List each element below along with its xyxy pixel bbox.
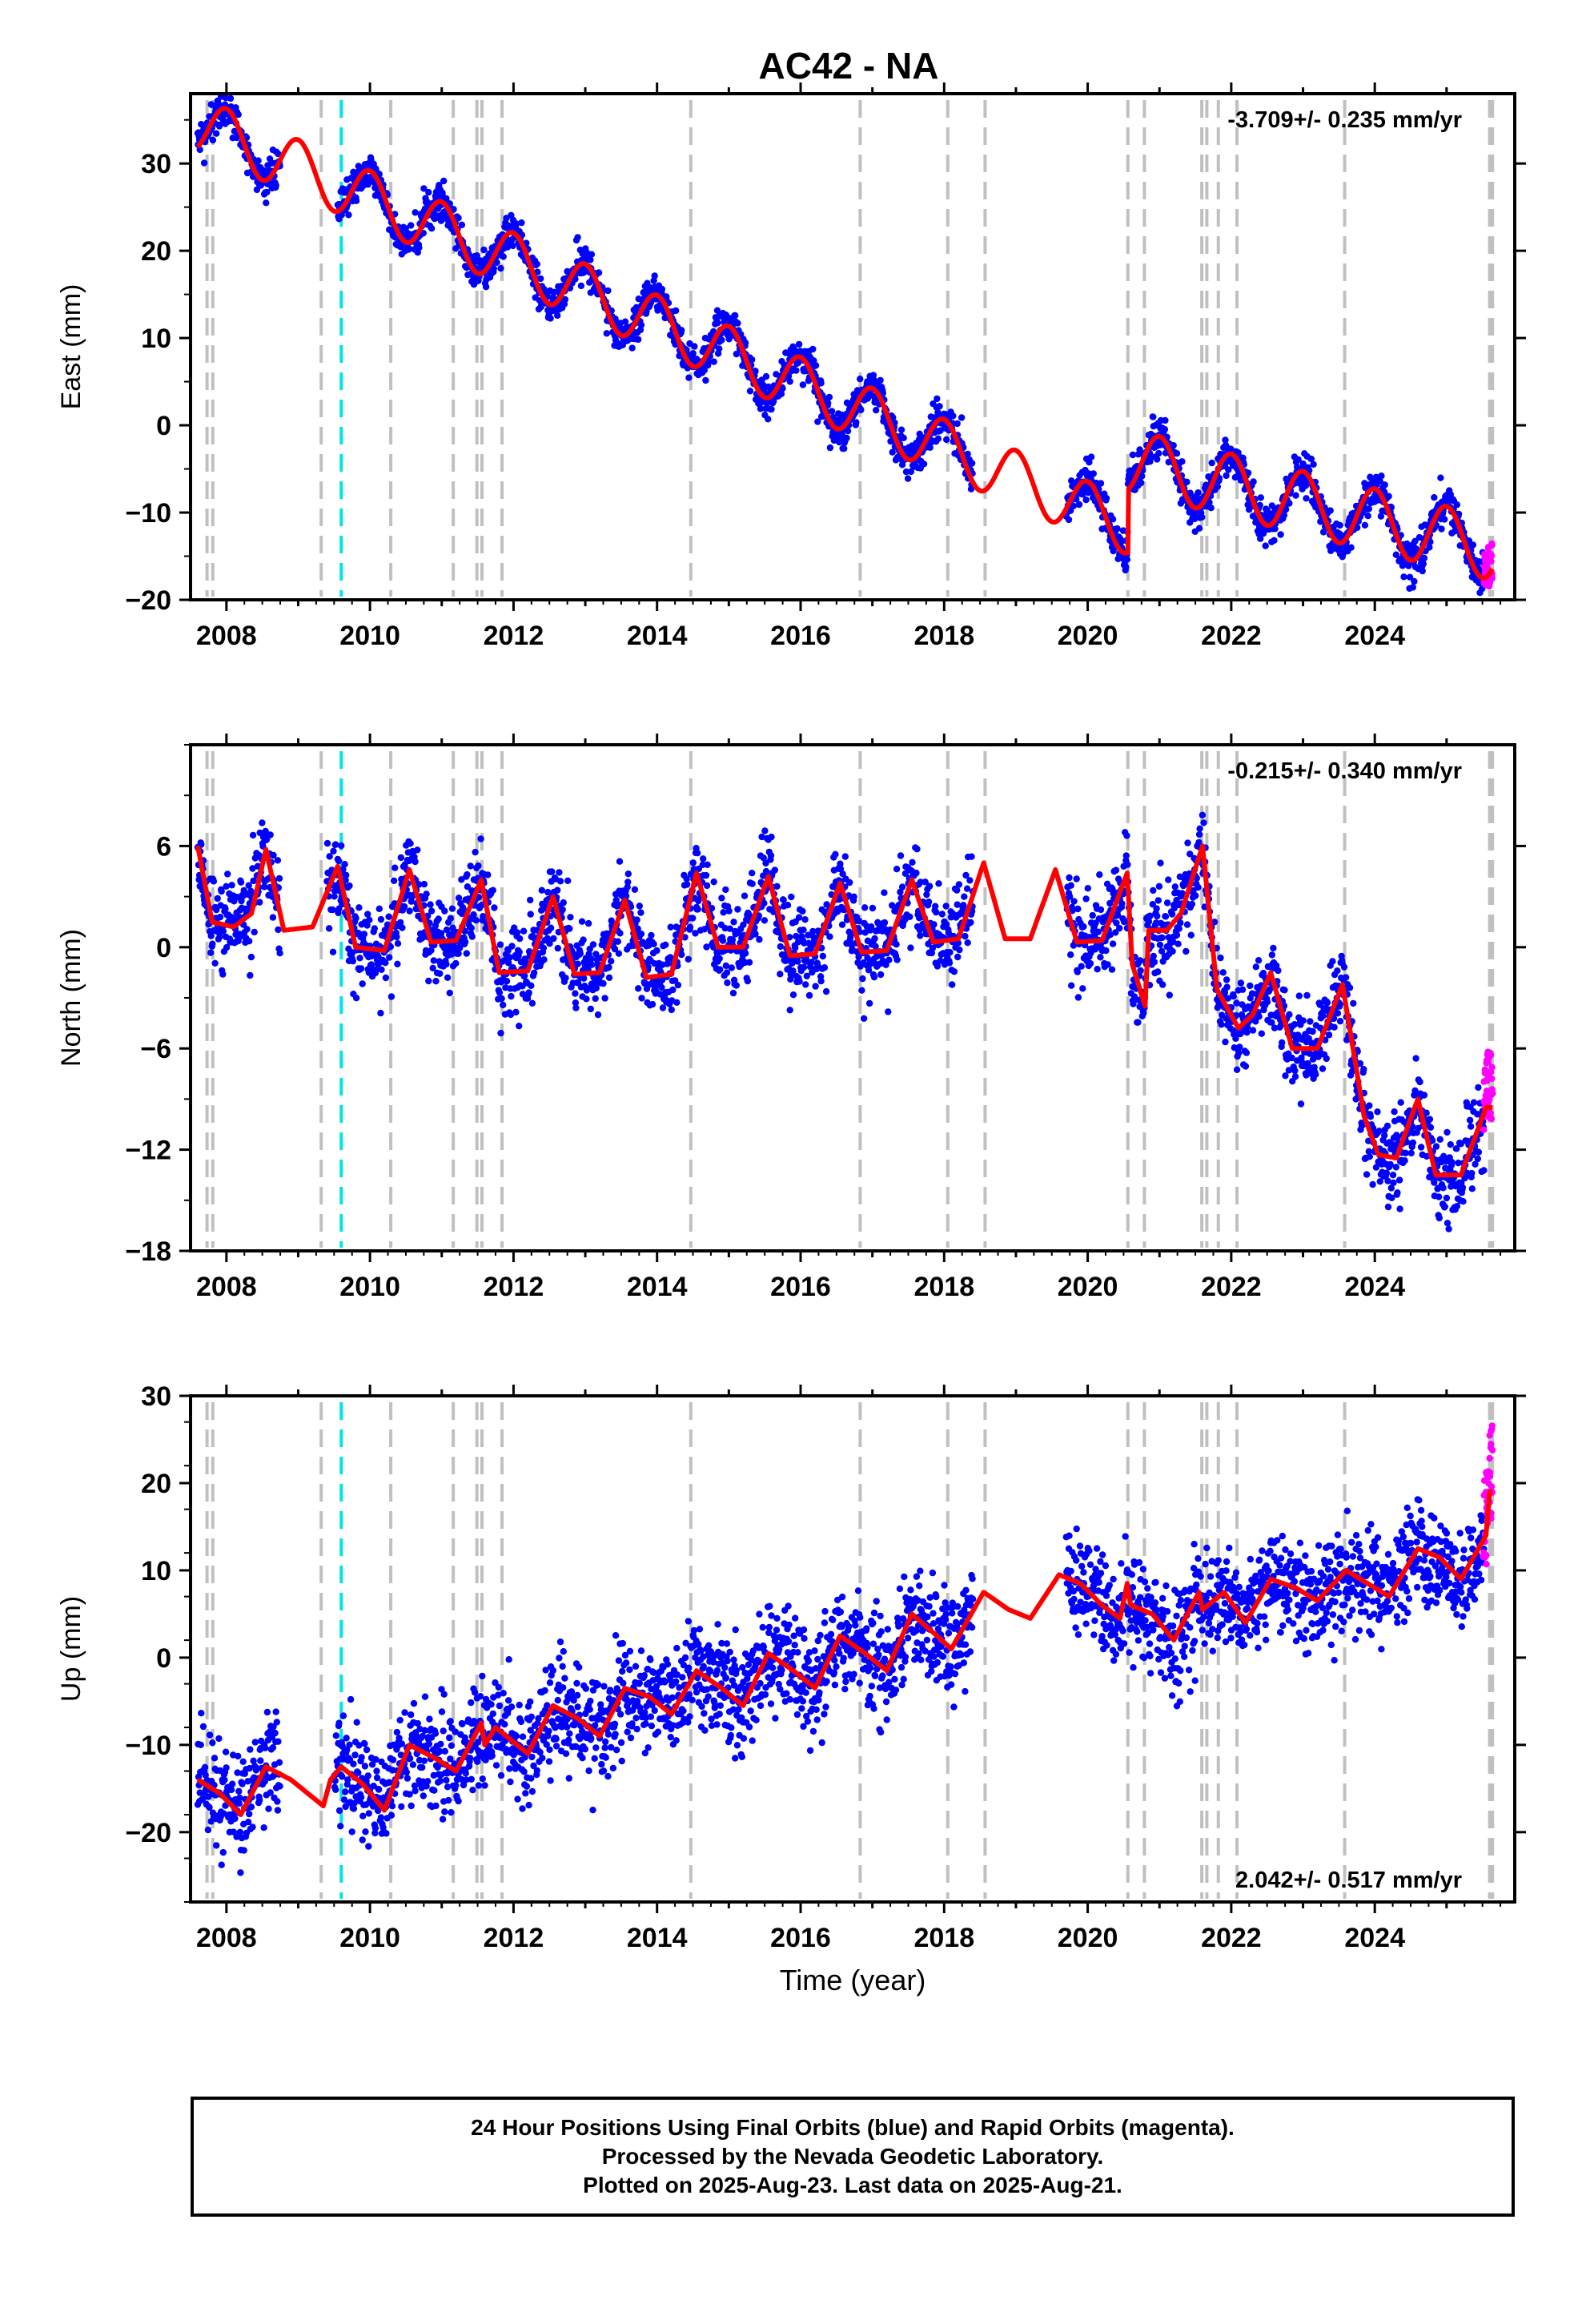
plot-title: AC42 - NA — [759, 45, 939, 86]
x-tick-label: 2016 — [770, 1923, 831, 1953]
plot-frame — [189, 92, 1516, 601]
x-tick-label: 2008 — [196, 1272, 257, 1302]
y-tick-label: 20 — [141, 1469, 171, 1499]
x-tick-label: 2022 — [1201, 1923, 1262, 1953]
y-tick-label: 0 — [156, 411, 171, 441]
y-tick-label: −20 — [125, 585, 171, 616]
y-tick-label: 20 — [141, 236, 171, 267]
footer-line-1: 24 Hour Positions Using Final Orbits (bl… — [471, 2115, 1235, 2140]
final-orbit-points — [194, 1496, 1488, 1876]
final-orbit-markers — [194, 94, 1488, 597]
x-tick-label: 2016 — [770, 1272, 831, 1302]
y-tick-label: −20 — [125, 1818, 171, 1848]
y-tick-label: 10 — [141, 324, 171, 354]
x-tick-label: 2018 — [913, 1272, 974, 1302]
x-tick-label: 2014 — [627, 1272, 688, 1302]
x-tick-label: 2020 — [1058, 1923, 1118, 1953]
y-axis-label: Up (mm) — [56, 1596, 86, 1702]
y-tick-label: −6 — [140, 1034, 171, 1064]
y-tick-label: 30 — [141, 1381, 171, 1412]
panel-up: 2008 2010 2012 2014 2016 2018 2020 2022 2024−20−… — [56, 1381, 1526, 1996]
y-tick-label: −10 — [125, 498, 171, 529]
y-tick-label: 6 — [156, 831, 171, 862]
x-tick-label: 2014 — [627, 621, 688, 651]
x-tick-label: 2010 — [339, 621, 400, 651]
model-fit-curve — [195, 1489, 1495, 1817]
x-tick-label: 2008 — [196, 621, 257, 651]
x-tick-label: 2016 — [770, 621, 831, 651]
x-tick-label: 2010 — [339, 1923, 400, 1953]
x-tick-label: 2018 — [913, 621, 974, 651]
x-tick-label: 2024 — [1344, 1272, 1405, 1302]
y-tick-label: 10 — [141, 1556, 171, 1586]
plot-frame — [189, 1394, 1516, 1904]
y-tick-label: −10 — [125, 1731, 171, 1761]
y-axis-label: North (mm) — [56, 929, 86, 1067]
final-orbit-markers — [194, 811, 1488, 1232]
model-line — [195, 106, 1495, 581]
velocity-rate-label: 2.042+/- 0.517 mm/yr — [1235, 1868, 1462, 1893]
y-tick-label: −18 — [125, 1236, 171, 1267]
y-tick-label: 0 — [156, 933, 171, 963]
panel-north: 2008 2010 2012 2014 2016 2018 2020 2022 2024 −18 −… — [56, 734, 1526, 1302]
x-tick-label: 2022 — [1201, 621, 1262, 651]
final-orbit-points — [194, 811, 1488, 1232]
velocity-rate-label: -3.709+/- 0.235 mm/yr — [1227, 107, 1462, 133]
footer-line-3: Plotted on 2025-Aug-23. Last data on 202… — [583, 2173, 1122, 2197]
velocity-rate-label: -0.215+/- 0.340 mm/yr — [1227, 758, 1462, 784]
final-orbit-points — [194, 94, 1488, 597]
footer-line-2: Processed by the Nevada Geodetic Laborat… — [601, 2144, 1104, 2169]
x-tick-label: 2024 — [1344, 621, 1405, 651]
x-tick-label: 2020 — [1058, 1272, 1118, 1302]
y-tick-label: −12 — [125, 1136, 171, 1166]
x-tick-label: 2018 — [913, 1923, 974, 1953]
x-tick-label: 2014 — [627, 1923, 688, 1953]
x-tick-label: 2008 — [196, 1923, 257, 1953]
y-tick-label: 30 — [141, 149, 171, 179]
y-tick-label: 0 — [156, 1643, 171, 1674]
x-tick-label: 2010 — [339, 1272, 400, 1302]
footer-caption-box: 24 Hour Positions Using Final Orbits (bl… — [191, 2097, 1515, 2217]
panel-east: 2008 2010 2012 2014 2016 2018 2020 2022 2024−20−… — [56, 82, 1526, 651]
final-orbit-markers — [194, 1496, 1488, 1876]
model-line — [195, 843, 1495, 1178]
model-line — [195, 1489, 1495, 1817]
model-fit-curve — [195, 843, 1495, 1178]
x-tick-label: 2012 — [484, 621, 544, 651]
x-tick-label: 2012 — [484, 1923, 544, 1953]
x-tick-label: 2024 — [1344, 1923, 1405, 1953]
model-fit-curve — [195, 106, 1495, 581]
x-axis-label: Time (year) — [780, 1964, 926, 1996]
x-tick-label: 2022 — [1201, 1272, 1262, 1302]
x-tick-label: 2012 — [484, 1272, 544, 1302]
y-axis-label: East (mm) — [56, 284, 86, 410]
x-tick-label: 2020 — [1058, 621, 1118, 651]
